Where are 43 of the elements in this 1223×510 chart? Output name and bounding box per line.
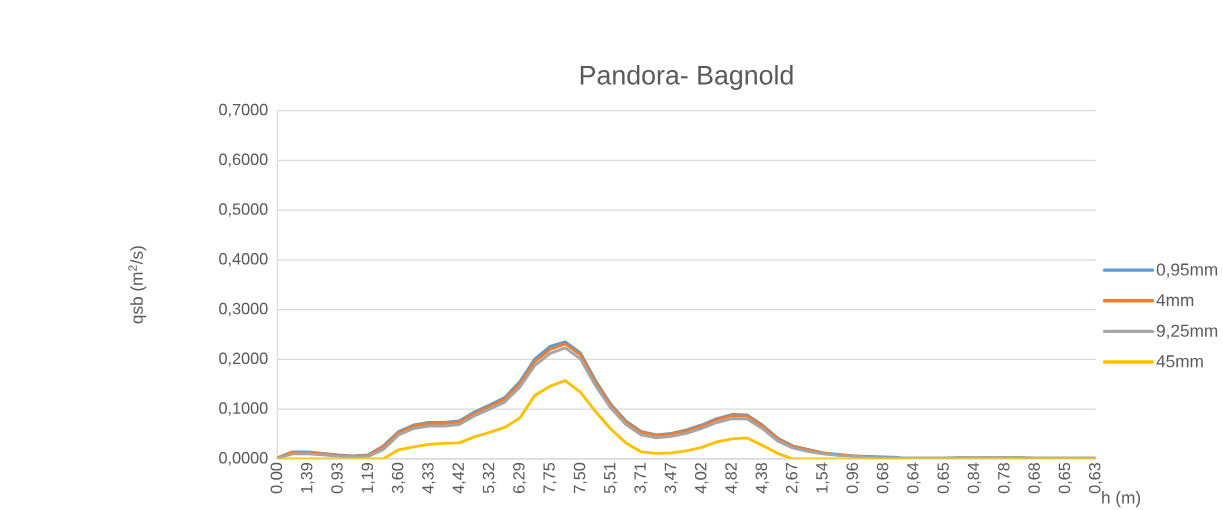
- y-tick-label: 0,4000: [219, 252, 268, 267]
- x-tick-label: 4,82: [725, 462, 739, 494]
- x-tick-label: 7,75: [543, 462, 557, 493]
- x-axis-title: h (m): [1102, 490, 1141, 507]
- x-tick-label: 6,29: [513, 462, 527, 493]
- x-tick-label: 0,93: [331, 462, 345, 494]
- legend-label: 9,25mm: [1156, 324, 1218, 339]
- x-tick-label: 0,96: [846, 462, 860, 494]
- x-tick-label: 4,42: [452, 462, 466, 494]
- x-tick-label: 1,19: [361, 462, 375, 493]
- x-tick-label: 2,67: [785, 462, 800, 493]
- chart-title: Pandora- Bagnold: [580, 64, 793, 90]
- x-tick-label: 0,68: [876, 462, 891, 494]
- x-tick-label: 4,02: [694, 462, 709, 494]
- x-tick-label: 5,32: [482, 462, 497, 494]
- x-tick-label: 0,78: [998, 462, 1012, 494]
- x-tick-label: 0,65: [937, 462, 951, 494]
- y-axis-title: qsb (m$^{2}$/s): [128, 246, 147, 324]
- x-tick-label: 0,63: [1088, 462, 1103, 494]
- x-tick-label: 0,84: [967, 462, 982, 494]
- x-tick-label: 3,47: [664, 462, 679, 494]
- x-tick-label: 0,68: [1028, 462, 1042, 494]
- x-tick-label: 5,51: [604, 462, 618, 494]
- x-tick-label: 3,60: [391, 462, 406, 494]
- y-tick-label: 0,0000: [219, 451, 268, 466]
- y-tick-label: 0,7000: [219, 103, 268, 118]
- x-tick-label: 0,64: [907, 462, 921, 494]
- x-tick-label: 4,38: [755, 462, 769, 494]
- legend-label: 4mm: [1156, 293, 1194, 306]
- y-tick-label: 0,1000: [219, 402, 268, 416]
- x-tick-label: 4,33: [422, 462, 436, 494]
- y-tick-label: 0,5000: [219, 203, 268, 217]
- x-tick-label: 0,65: [1058, 462, 1073, 494]
- legend-label: 45mm: [1156, 355, 1203, 368]
- y-tick-label: 0,3000: [219, 302, 268, 317]
- legend-label: 0,95mm: [1156, 263, 1218, 278]
- x-tick-label: 1,39: [300, 462, 315, 493]
- y-tick-label: 0,2000: [219, 352, 268, 366]
- x-tick-label: 1,54: [816, 462, 830, 493]
- y-tick-label: 0,6000: [219, 153, 268, 167]
- x-tick-label: 3,71: [634, 462, 648, 494]
- x-tick-label: 0,00: [270, 462, 285, 494]
- x-tick-label: 7,50: [573, 462, 588, 493]
